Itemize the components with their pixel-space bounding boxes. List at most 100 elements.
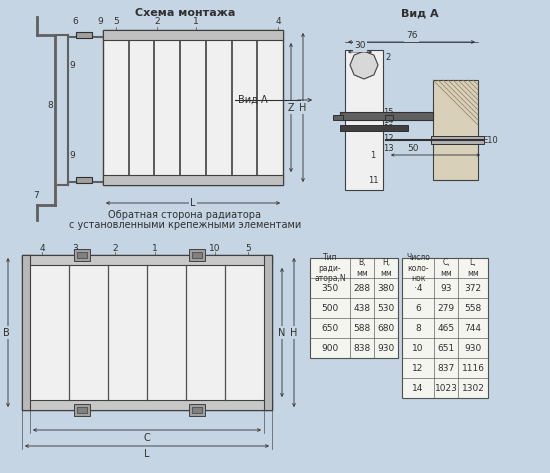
Text: 9: 9 <box>69 61 75 70</box>
Text: 15: 15 <box>383 107 393 116</box>
Text: 588: 588 <box>353 324 371 333</box>
Text: 651: 651 <box>437 343 455 352</box>
Text: 279: 279 <box>437 304 454 313</box>
Text: 2: 2 <box>154 18 160 26</box>
Bar <box>310 258 398 358</box>
Text: 500: 500 <box>321 304 339 313</box>
Text: 4: 4 <box>39 244 45 253</box>
Text: 30: 30 <box>354 42 366 51</box>
Text: Тип
ради-
атора,N: Тип ради- атора,N <box>314 253 346 283</box>
Text: Вид А: Вид А <box>401 8 439 18</box>
Text: 14: 14 <box>383 115 393 124</box>
Bar <box>333 115 343 120</box>
Text: C: C <box>144 433 150 443</box>
Text: 838: 838 <box>353 343 371 352</box>
Text: L: L <box>144 449 150 459</box>
Bar <box>345 50 383 190</box>
Text: 76: 76 <box>406 32 417 41</box>
Text: 13: 13 <box>383 143 393 152</box>
Text: 10: 10 <box>209 244 221 253</box>
Bar <box>103 30 283 185</box>
Text: 1302: 1302 <box>461 384 485 393</box>
Text: 9: 9 <box>69 150 75 159</box>
Text: 7: 7 <box>33 191 39 200</box>
Bar <box>22 255 272 265</box>
Bar <box>22 400 272 410</box>
Text: 12: 12 <box>383 133 393 142</box>
Text: 1: 1 <box>152 244 158 253</box>
Text: 2: 2 <box>386 53 390 62</box>
Bar <box>103 175 283 185</box>
Text: 6: 6 <box>415 304 421 313</box>
Text: 5: 5 <box>113 18 119 26</box>
Text: 6: 6 <box>72 18 78 26</box>
Bar <box>77 407 87 413</box>
Text: 380: 380 <box>377 283 395 292</box>
Text: 680: 680 <box>377 324 395 333</box>
Text: 558: 558 <box>464 304 482 313</box>
Bar <box>340 112 433 120</box>
Text: 2: 2 <box>112 244 118 253</box>
Bar <box>340 125 408 131</box>
Bar <box>76 177 92 183</box>
Text: +: + <box>81 177 87 183</box>
Bar <box>77 252 87 258</box>
Text: 744: 744 <box>465 324 481 333</box>
Text: 10: 10 <box>383 123 393 132</box>
Bar <box>402 258 488 398</box>
Bar <box>74 404 90 416</box>
Text: 372: 372 <box>464 283 482 292</box>
Text: H: H <box>290 327 298 338</box>
Text: 10: 10 <box>412 343 424 352</box>
Text: L,
мм: L, мм <box>467 258 479 278</box>
Text: С,
мм: С, мм <box>440 258 452 278</box>
Text: 650: 650 <box>321 324 339 333</box>
Text: 350: 350 <box>321 283 339 292</box>
Text: Обратная сторона радиатора: Обратная сторона радиатора <box>108 210 261 220</box>
Bar <box>385 115 393 120</box>
Text: 530: 530 <box>377 304 395 313</box>
Text: Схема монтажа: Схема монтажа <box>135 8 235 18</box>
Text: 1116: 1116 <box>461 363 485 373</box>
Text: 930: 930 <box>464 343 482 352</box>
Bar <box>22 255 30 410</box>
Bar <box>74 249 90 261</box>
Bar <box>431 136 484 144</box>
Text: 9: 9 <box>97 18 103 26</box>
Text: ·4: ·4 <box>414 283 422 292</box>
Text: Вид А: Вид А <box>238 95 268 105</box>
Polygon shape <box>350 51 378 79</box>
Text: 11: 11 <box>368 175 378 184</box>
Text: 12: 12 <box>412 363 424 373</box>
Text: В,
мм: В, мм <box>356 258 368 278</box>
Bar <box>22 255 272 410</box>
Bar <box>189 249 205 261</box>
Text: 8: 8 <box>415 324 421 333</box>
Text: +: + <box>81 32 87 38</box>
Text: 837: 837 <box>437 363 455 373</box>
Text: 930: 930 <box>377 343 395 352</box>
Text: 50: 50 <box>407 143 419 152</box>
Bar <box>192 252 202 258</box>
Text: 1023: 1023 <box>434 384 458 393</box>
Text: Н,
мм: Н, мм <box>380 258 392 278</box>
Text: 288: 288 <box>354 283 371 292</box>
Bar <box>433 80 478 180</box>
Text: 438: 438 <box>354 304 371 313</box>
Text: 465: 465 <box>437 324 454 333</box>
Text: N: N <box>278 327 285 338</box>
Text: Число
коло-
нок: Число коло- нок <box>406 253 430 283</box>
Text: H: H <box>299 103 307 113</box>
Bar <box>192 407 202 413</box>
Text: 93: 93 <box>440 283 452 292</box>
Text: Z: Z <box>288 103 294 113</box>
Text: 14: 14 <box>412 384 424 393</box>
Bar <box>103 30 283 40</box>
Bar <box>189 404 205 416</box>
Text: B: B <box>3 327 9 338</box>
Text: 1: 1 <box>370 150 376 159</box>
Text: 900: 900 <box>321 343 339 352</box>
Text: 8: 8 <box>47 100 53 110</box>
Text: с установленными крепежными элементами: с установленными крепежными элементами <box>69 220 301 230</box>
Text: 3: 3 <box>72 244 78 253</box>
